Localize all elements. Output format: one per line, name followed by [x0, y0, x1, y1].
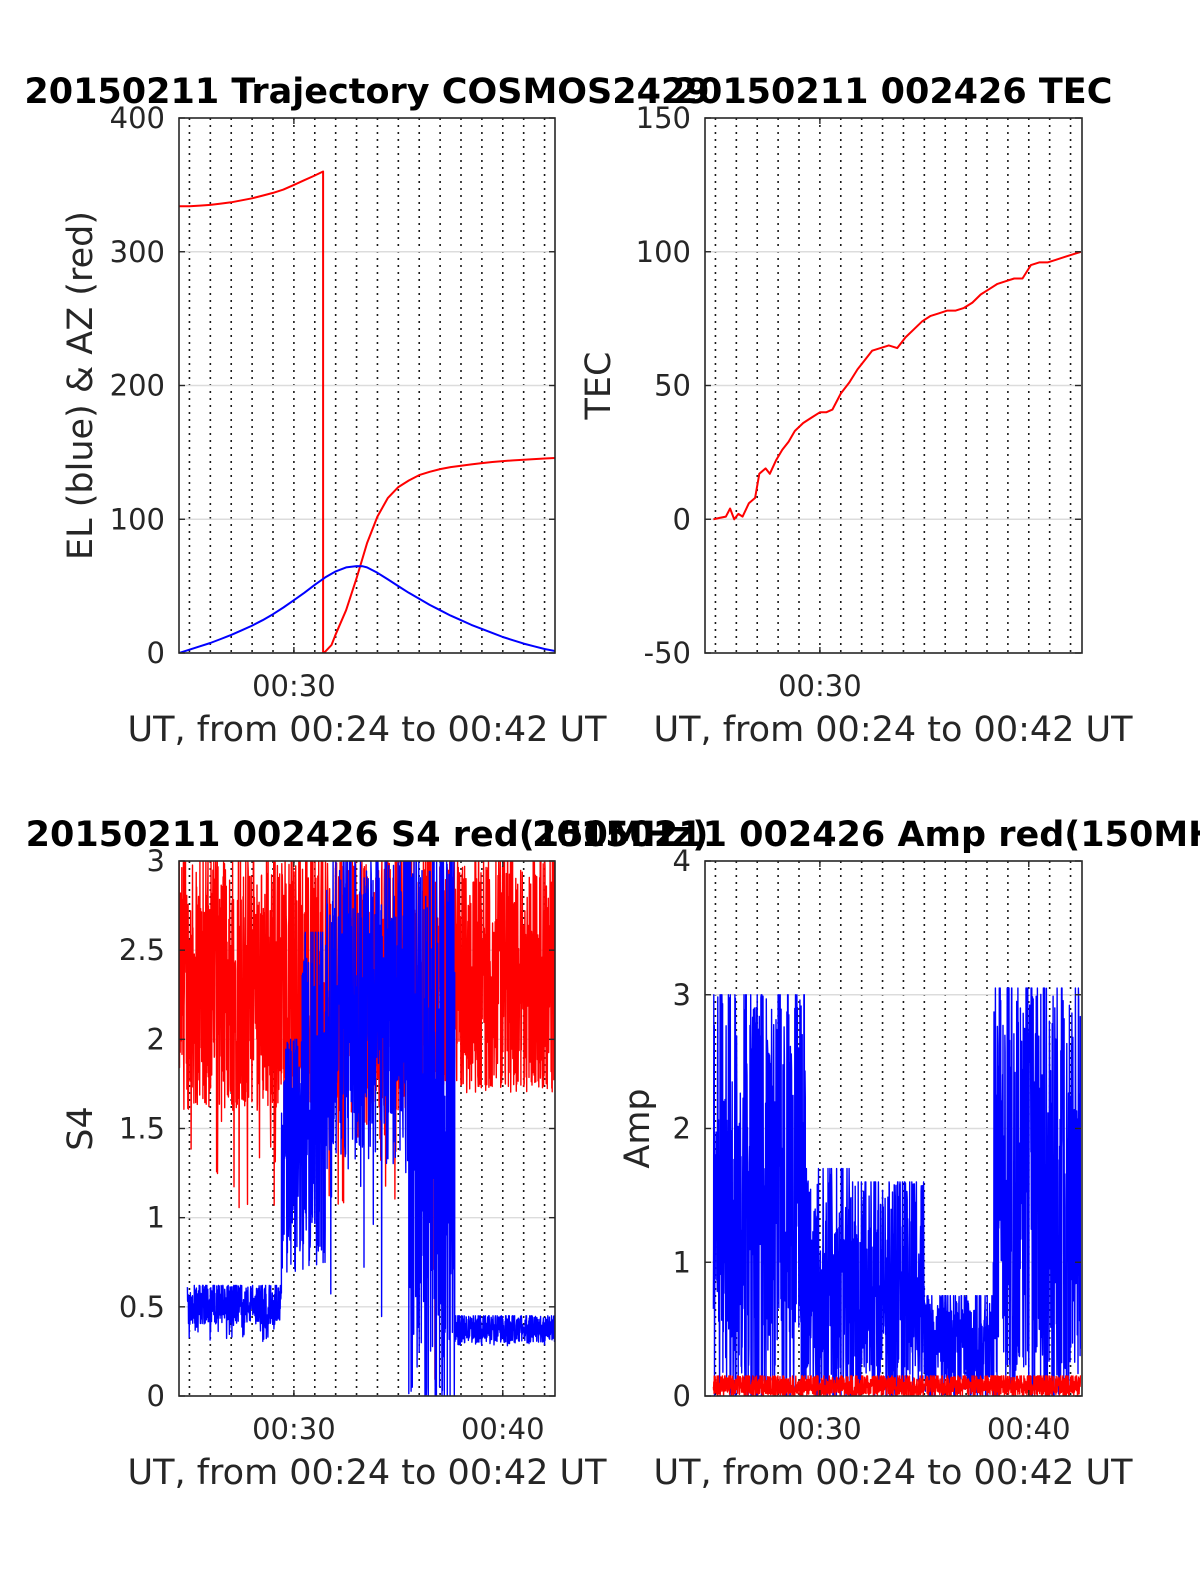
- ytick-label: 2.5: [119, 933, 165, 967]
- xlabel-trajectory: UT, from 00:24 to 00:42 UT: [127, 710, 607, 750]
- xlabel-amp: UT, from 00:24 to 00:42 UT: [653, 1453, 1133, 1493]
- ylabel-amp: Amp: [618, 1088, 658, 1168]
- ytick-label: 100: [636, 235, 691, 269]
- grid-trajectory: [179, 118, 555, 653]
- ytick-label: 3: [673, 978, 691, 1012]
- ticks-tec: -50 0 50 100 150 00:30: [636, 101, 1081, 703]
- ylabel-s4: S4: [61, 1106, 101, 1151]
- series-line-tec: [713, 250, 1081, 521]
- ytick-label: 0.5: [119, 1290, 165, 1324]
- title-s4: 20150211 002426 S4 red(150MHz): [26, 815, 709, 855]
- xlabel-s4: UT, from 00:24 to 00:42 UT: [127, 1453, 607, 1493]
- ticks-amp: 0 1 2 3 4 00:30 00:40: [673, 844, 1081, 1446]
- panel-trajectory: 0 100 200 300 400 00:30 20150211 Trajectory C…: [24, 72, 709, 750]
- ytick-label: 1: [673, 1245, 691, 1279]
- ytick-label: 0: [673, 1379, 691, 1413]
- title-amp: 20150211 002426 Amp red(150MHz): [532, 815, 1200, 855]
- ytick-label: 400: [110, 101, 165, 135]
- ytick-label: 300: [110, 235, 165, 269]
- ticks-trajectory: 0 100 200 300 400 00:30: [110, 101, 555, 703]
- xtick-label: 00:40: [987, 1412, 1071, 1446]
- plot-amp: [712, 987, 1081, 1396]
- grid-tec: [705, 118, 1081, 653]
- xtick-label: 00:30: [778, 669, 862, 703]
- title-tec: 20150211 002426 TEC: [674, 72, 1113, 112]
- plot-trajectory: [179, 170, 555, 653]
- ytick-label: -50: [644, 636, 691, 670]
- series-line-s4-blue: [186, 861, 555, 1396]
- ytick-label: 2: [673, 1112, 691, 1146]
- ticks-s4: 0 0.5 1 1.5 2 2.5 3 00:30 00:40: [119, 844, 555, 1446]
- plot-tec: [713, 250, 1081, 521]
- ytick-label: 100: [110, 502, 165, 536]
- title-trajectory: 20150211 Trajectory COSMOS2429: [24, 72, 709, 112]
- panel-amp: 0 1 2 3 4 00:30 00:40 20150211 002426 Amp red(…: [532, 815, 1200, 1493]
- series-line-amp-blue: [712, 987, 1081, 1396]
- ytick-label: 3: [147, 844, 165, 878]
- ytick-label: 1: [147, 1201, 165, 1235]
- ytick-label: 0: [147, 636, 165, 670]
- series-line-el: [179, 565, 555, 653]
- series-line-az: [179, 170, 555, 653]
- ytick-label: 4: [673, 844, 691, 878]
- series-line-amp-red: [712, 1375, 1081, 1396]
- ytick-label: 1.5: [119, 1112, 165, 1146]
- xtick-label: 00:40: [461, 1412, 545, 1446]
- ytick-label: 200: [110, 369, 165, 403]
- plot-s4: [179, 861, 555, 1396]
- xtick-label: 00:30: [252, 1412, 336, 1446]
- xlabel-tec: UT, from 00:24 to 00:42 UT: [653, 710, 1133, 750]
- ylabel-tec: TEC: [579, 352, 619, 421]
- ytick-label: 0: [147, 1379, 165, 1413]
- xtick-label: 00:30: [252, 669, 336, 703]
- xtick-label: 00:30: [778, 1412, 862, 1446]
- panel-tec: -50 0 50 100 150 00:30 20150211 002426 TEC UT…: [579, 72, 1133, 750]
- panel-s4: 0 0.5 1 1.5 2 2.5 3 00:30 00:40 20150211 002426 …: [26, 815, 709, 1493]
- ytick-label: 0: [673, 502, 691, 536]
- ytick-label: 150: [636, 101, 691, 135]
- ytick-label: 50: [654, 369, 691, 403]
- ytick-label: 2: [147, 1022, 165, 1056]
- ylabel-trajectory: EL (blue) & AZ (red): [61, 211, 101, 560]
